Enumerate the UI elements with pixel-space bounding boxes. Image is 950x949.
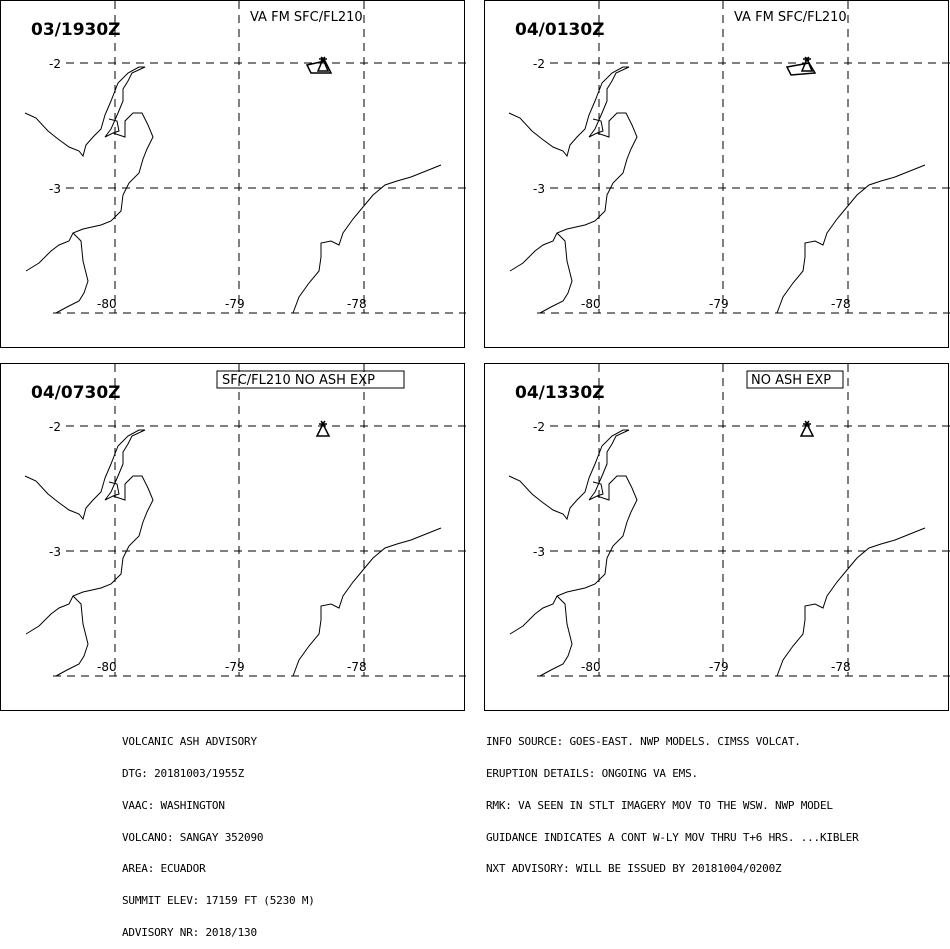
- advisory-line: VOLCANIC ASH ADVISORY: [122, 735, 257, 749]
- panel-header: SFC/FL210 NO ASH EXP: [222, 373, 375, 388]
- panel-header: VA FM SFC/FL210: [250, 10, 363, 25]
- lon-label: -79: [225, 660, 245, 674]
- volcano-icon: [316, 56, 330, 72]
- advisory-line: AREA: ECUADOR: [122, 862, 206, 876]
- lat-label: -3: [49, 545, 61, 559]
- forecast-panel-4: 04/1330Z NO ASH EXP -2 -3 -80 -79 -78: [484, 363, 950, 711]
- map-3: 04/0730Z SFC/FL210 NO ASH EXP -2 -3 -80 …: [24, 364, 466, 677]
- map-4: 04/1330Z NO ASH EXP -2 -3 -80 -79 -78: [508, 364, 950, 677]
- coastline: [508, 66, 926, 314]
- lon-label: -78: [831, 660, 851, 674]
- lon-label: -80: [581, 660, 601, 674]
- advisory-line: ADVISORY NR: 2018/130: [122, 925, 257, 939]
- map-2: 04/0130Z VA FM SFC/FL210 -2 -3 -80 -79 -…: [508, 1, 950, 314]
- volcano-icon: [315, 420, 331, 437]
- lat-label: -2: [49, 57, 61, 71]
- advisory-left: VOLCANIC ASH ADVISORY DTG: 20181003/1955…: [122, 716, 315, 949]
- advisory-right: INFO SOURCE: GOES-EAST. NWP MODELS. CIMS…: [486, 716, 859, 886]
- panel-header: VA FM SFC/FL210: [734, 10, 847, 25]
- lat-label: -3: [49, 182, 61, 196]
- lon-label: -79: [225, 297, 245, 311]
- lon-label: -78: [831, 297, 851, 311]
- lon-label: -79: [709, 660, 729, 674]
- forecast-panel-3: 04/0730Z SFC/FL210 NO ASH EXP -2 -3 -80 …: [0, 363, 466, 711]
- panel-time: 03/1930Z: [31, 20, 121, 40]
- lat-label: -2: [49, 420, 61, 434]
- panel-header: NO ASH EXP: [751, 373, 831, 388]
- advisory-line: RMK: VA SEEN IN STLT IMAGERY MOV TO THE …: [486, 798, 833, 812]
- ash-polygon: [785, 62, 817, 76]
- header-box: [216, 370, 405, 389]
- lon-label: -78: [347, 297, 367, 311]
- forecast-panel-2: 04/0130Z VA FM SFC/FL210 -2 -3 -80 -79 -…: [484, 0, 950, 348]
- advisory-line: VAAC: WASHINGTON: [122, 798, 225, 812]
- forecast-panel-1: 03/1930Z VA FM SFC/FL210 -2 -3 -80 -79 -…: [0, 0, 466, 348]
- coastline: [24, 429, 442, 677]
- lat-label: -3: [533, 545, 545, 559]
- lon-label: -80: [581, 297, 601, 311]
- map-1: 03/1930Z VA FM SFC/FL210 -2 -3 -80 -79 -…: [24, 1, 466, 314]
- lat-label: -2: [533, 420, 545, 434]
- lon-label: -79: [709, 297, 729, 311]
- ash-polygon: [305, 60, 333, 74]
- panel-time: 04/0130Z: [515, 20, 605, 40]
- advisory-line: SUMMIT ELEV: 17159 FT (5230 M): [122, 894, 315, 908]
- advisory-line: GUIDANCE INDICATES A CONT W-LY MOV THRU …: [486, 830, 859, 844]
- advisory-line: INFO SOURCE: GOES-EAST. NWP MODELS. CIMS…: [486, 735, 801, 749]
- lon-label: -80: [97, 660, 117, 674]
- lon-label: -78: [347, 660, 367, 674]
- advisory-line: NXT ADVISORY: WILL BE ISSUED BY 20181004…: [486, 862, 782, 876]
- lon-label: -80: [97, 297, 117, 311]
- advisory-line: VOLCANO: SANGAY 352090: [122, 830, 264, 844]
- coastline: [508, 429, 926, 677]
- lat-label: -3: [533, 182, 545, 196]
- coastline: [24, 66, 442, 314]
- panel-time: 04/0730Z: [31, 383, 121, 403]
- advisory-line: ERUPTION DETAILS: ONGOING VA EMS.: [486, 766, 698, 780]
- lat-label: -2: [533, 57, 545, 71]
- panel-time: 04/1330Z: [515, 383, 605, 403]
- header-box: [746, 370, 844, 389]
- advisory-line: DTG: 20181003/1955Z: [122, 766, 245, 780]
- volcano-icon: [799, 420, 815, 437]
